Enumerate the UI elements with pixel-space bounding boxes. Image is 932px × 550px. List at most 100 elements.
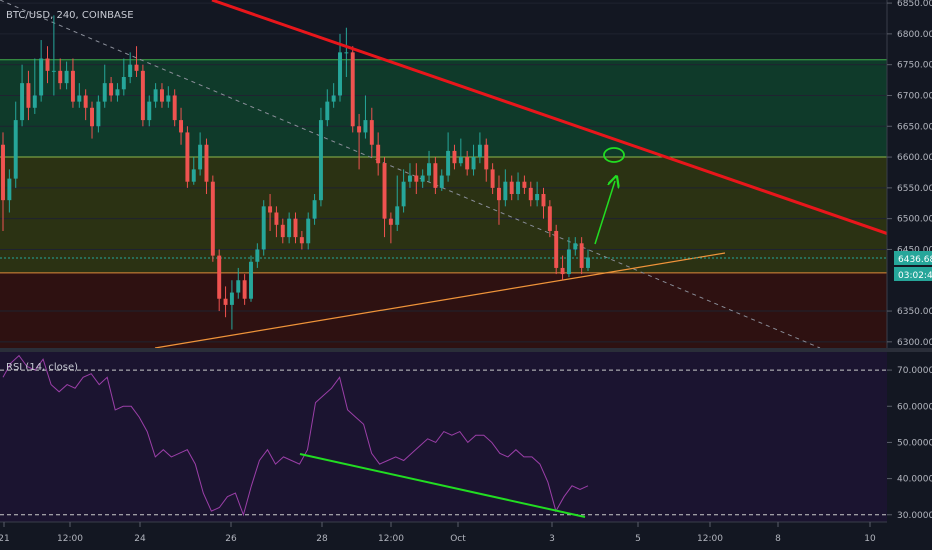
candle-body [70, 70, 75, 102]
candle-body [172, 95, 177, 121]
candle-body [554, 230, 559, 268]
time-axis [0, 522, 932, 550]
zone-band [0, 59, 887, 158]
candle-body [217, 255, 222, 299]
pane-separator[interactable] [0, 348, 932, 352]
candle-body [414, 175, 419, 182]
y-tick-label: 6500.00 [897, 215, 932, 225]
rsi-tick-label: 50.0000 [897, 438, 932, 448]
candle-body [471, 157, 476, 170]
candle-body [541, 194, 546, 207]
x-tick-label: 12:00 [57, 534, 83, 544]
rsi-title: RSI (14, close) [6, 362, 78, 373]
resistance-trendline [211, 0, 887, 236]
chart-title: BTC/USD, 240, COINBASE [6, 10, 134, 21]
candle-body [497, 187, 501, 201]
rsi-bands [0, 369, 887, 516]
y-tick-label: 6650.00 [897, 122, 932, 132]
candle-body [179, 120, 184, 133]
candle-body [185, 132, 190, 182]
candle-body [395, 206, 400, 225]
x-tick-label: 5 [635, 534, 641, 544]
candle-body [128, 64, 133, 77]
candle-body [242, 280, 247, 299]
candle-body [586, 257, 590, 268]
x-tick-label: Oct [450, 534, 466, 544]
y-tick-label: 6850.00 [897, 0, 932, 9]
candle-body [1, 144, 5, 201]
candle-body [153, 89, 158, 102]
candle-body [490, 169, 495, 188]
candle-body [382, 163, 387, 219]
candle-body [223, 298, 228, 305]
candle-body [299, 237, 304, 244]
candle-body [198, 144, 203, 170]
candle-body [306, 218, 311, 244]
x-tick-label: 24 [134, 534, 146, 544]
rsi-line [2, 354, 589, 517]
zone-lines [0, 59, 887, 274]
candle-body [465, 157, 470, 170]
candle-body [516, 181, 521, 195]
x-tick-label: 21 [0, 534, 10, 544]
candle-body [64, 70, 69, 84]
y-tick-label: 6550.00 [897, 184, 932, 194]
candle-body [388, 218, 393, 225]
candle-body [7, 178, 12, 201]
candle-body [503, 181, 508, 201]
candle-body [90, 107, 94, 127]
candle-body [420, 175, 425, 182]
last-price-tag [894, 251, 932, 265]
candle-body [274, 212, 279, 225]
candle-body [20, 83, 25, 121]
candles [1, 15, 590, 330]
candle-body [287, 218, 292, 238]
candle-body [83, 95, 88, 108]
countdown-value: 03:02:42 [898, 271, 932, 281]
y-tick-label: 6450.00 [897, 245, 932, 255]
candle-body [338, 52, 342, 96]
candle-body [210, 181, 215, 256]
y-tick-label: 6750.00 [897, 61, 932, 71]
candle-body [147, 101, 152, 121]
y-tick-label: 6800.00 [897, 30, 932, 40]
candle-body [134, 64, 139, 71]
candle-body [261, 206, 266, 250]
candle-body [522, 181, 527, 188]
candle-body [318, 120, 323, 201]
rsi-axis [887, 352, 932, 522]
rsi-pane [0, 352, 887, 522]
x-tick-label: 28 [316, 534, 328, 544]
x-tick-label: 12:00 [697, 534, 723, 544]
target-arrow [594, 181, 615, 245]
candle-body [32, 95, 37, 108]
x-tick-label: 10 [864, 534, 876, 544]
candle-body [236, 280, 241, 293]
candle-body [140, 70, 145, 121]
candle-body [528, 187, 533, 201]
candle-body [39, 58, 44, 96]
y-tick-label: 6300.00 [897, 338, 932, 348]
candle-body [458, 157, 463, 164]
candle-body [509, 181, 514, 195]
candle-body [58, 70, 63, 84]
rsi-tick-label: 60.0000 [897, 402, 932, 412]
candle-body [229, 292, 234, 305]
price-grid [0, 2, 887, 343]
rsi-tick-label: 70.0000 [897, 366, 932, 376]
candle-body [13, 120, 18, 179]
candle-body [376, 144, 381, 164]
candle-body [255, 249, 260, 262]
candle-body [433, 163, 438, 188]
candle-body [407, 175, 412, 182]
candle-body [484, 144, 489, 170]
x-tick-label: 26 [225, 534, 237, 544]
zone-band [0, 272, 887, 348]
y-tick-label: 6600.00 [897, 153, 932, 163]
candle-body [159, 89, 164, 102]
zone-band [0, 157, 887, 273]
candle-body [121, 76, 126, 90]
candle-body [535, 194, 540, 201]
x-tick-label: 3 [549, 534, 555, 544]
